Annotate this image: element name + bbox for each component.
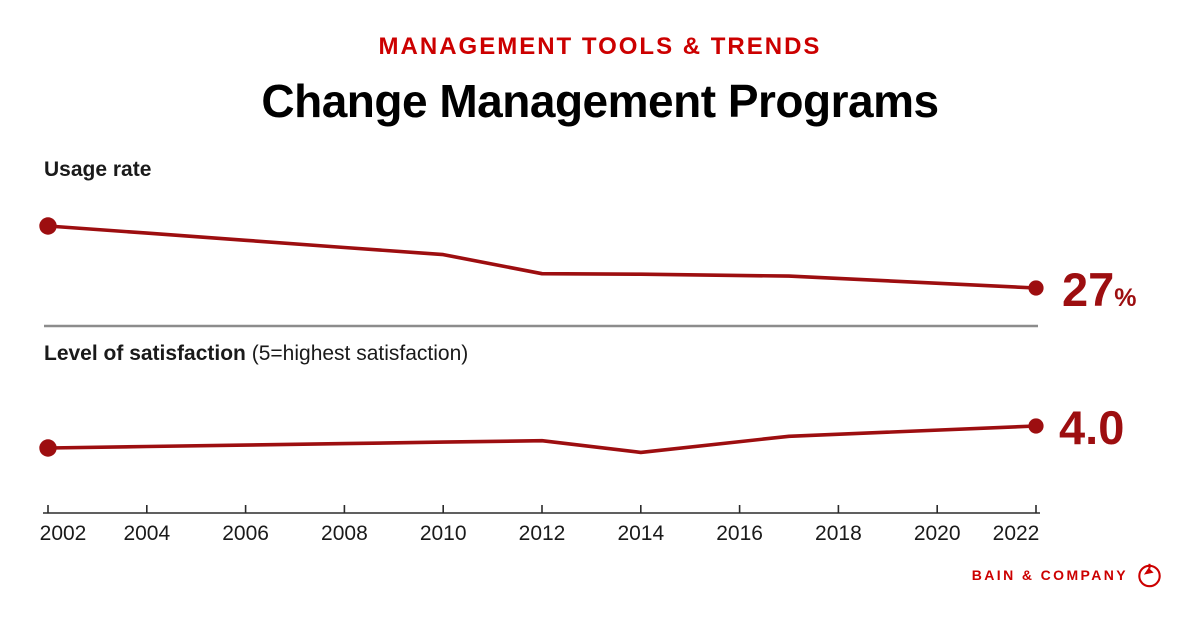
satisfaction-end-dot <box>1028 418 1044 434</box>
eyebrow-title: MANAGEMENT TOOLS & TRENDS <box>378 33 822 60</box>
satisfaction-start-dot <box>39 439 57 457</box>
usage-rate-label-text: Usage rate <box>44 158 152 181</box>
x-axis-tick-label: 2008 <box>321 522 368 545</box>
x-axis-tick-label: 2020 <box>914 522 961 545</box>
x-axis-tick-label: 2006 <box>222 522 269 545</box>
x-axis-tick-label: 2002 <box>40 522 87 545</box>
usage-end-value-number: 27 <box>1062 263 1115 316</box>
satisfaction-label: Level of satisfaction (5=highest satisfa… <box>44 342 468 366</box>
brand-wordmark: BAIN & COMPANY <box>971 567 1128 583</box>
page-title: Change Management Programs <box>261 75 939 127</box>
x-axis-tick-label: 2010 <box>420 522 467 545</box>
x-axis-tick-label: 2004 <box>123 522 170 545</box>
satisfaction-end-value: 4.0 <box>1059 404 1124 451</box>
satisfaction-line <box>46 424 1038 455</box>
usage-end-value: 27% <box>1062 266 1137 313</box>
footer-brand: BAIN & COMPANY <box>972 562 1162 588</box>
x-axis-tick-label: 2022 <box>993 522 1040 545</box>
usage-end-value-suffix: % <box>1114 284 1137 312</box>
usage-end-dot <box>1028 280 1044 296</box>
x-axis-tick-label: 2016 <box>716 522 763 545</box>
satisfaction-end-value-number: 4.0 <box>1059 401 1125 454</box>
satisfaction-scale-note: (5=highest satisfaction) <box>251 342 469 365</box>
x-axis-ticks: 2002 2004 2006 2008 2010 2012 2014 2016 2018 2020… <box>40 505 1040 545</box>
chart-series <box>39 217 1044 457</box>
x-axis-tick-label: 2012 <box>519 522 566 545</box>
x-axis-tick-label: 2014 <box>617 522 664 545</box>
satisfaction-label-text: Level of satisfaction <box>44 342 246 365</box>
bain-compass-icon <box>1138 563 1161 587</box>
usage-rate-label: Usage rate <box>44 158 151 182</box>
usage-start-dot <box>39 217 57 235</box>
usage-line <box>46 224 1038 290</box>
x-axis-tick-label: 2018 <box>815 522 862 545</box>
